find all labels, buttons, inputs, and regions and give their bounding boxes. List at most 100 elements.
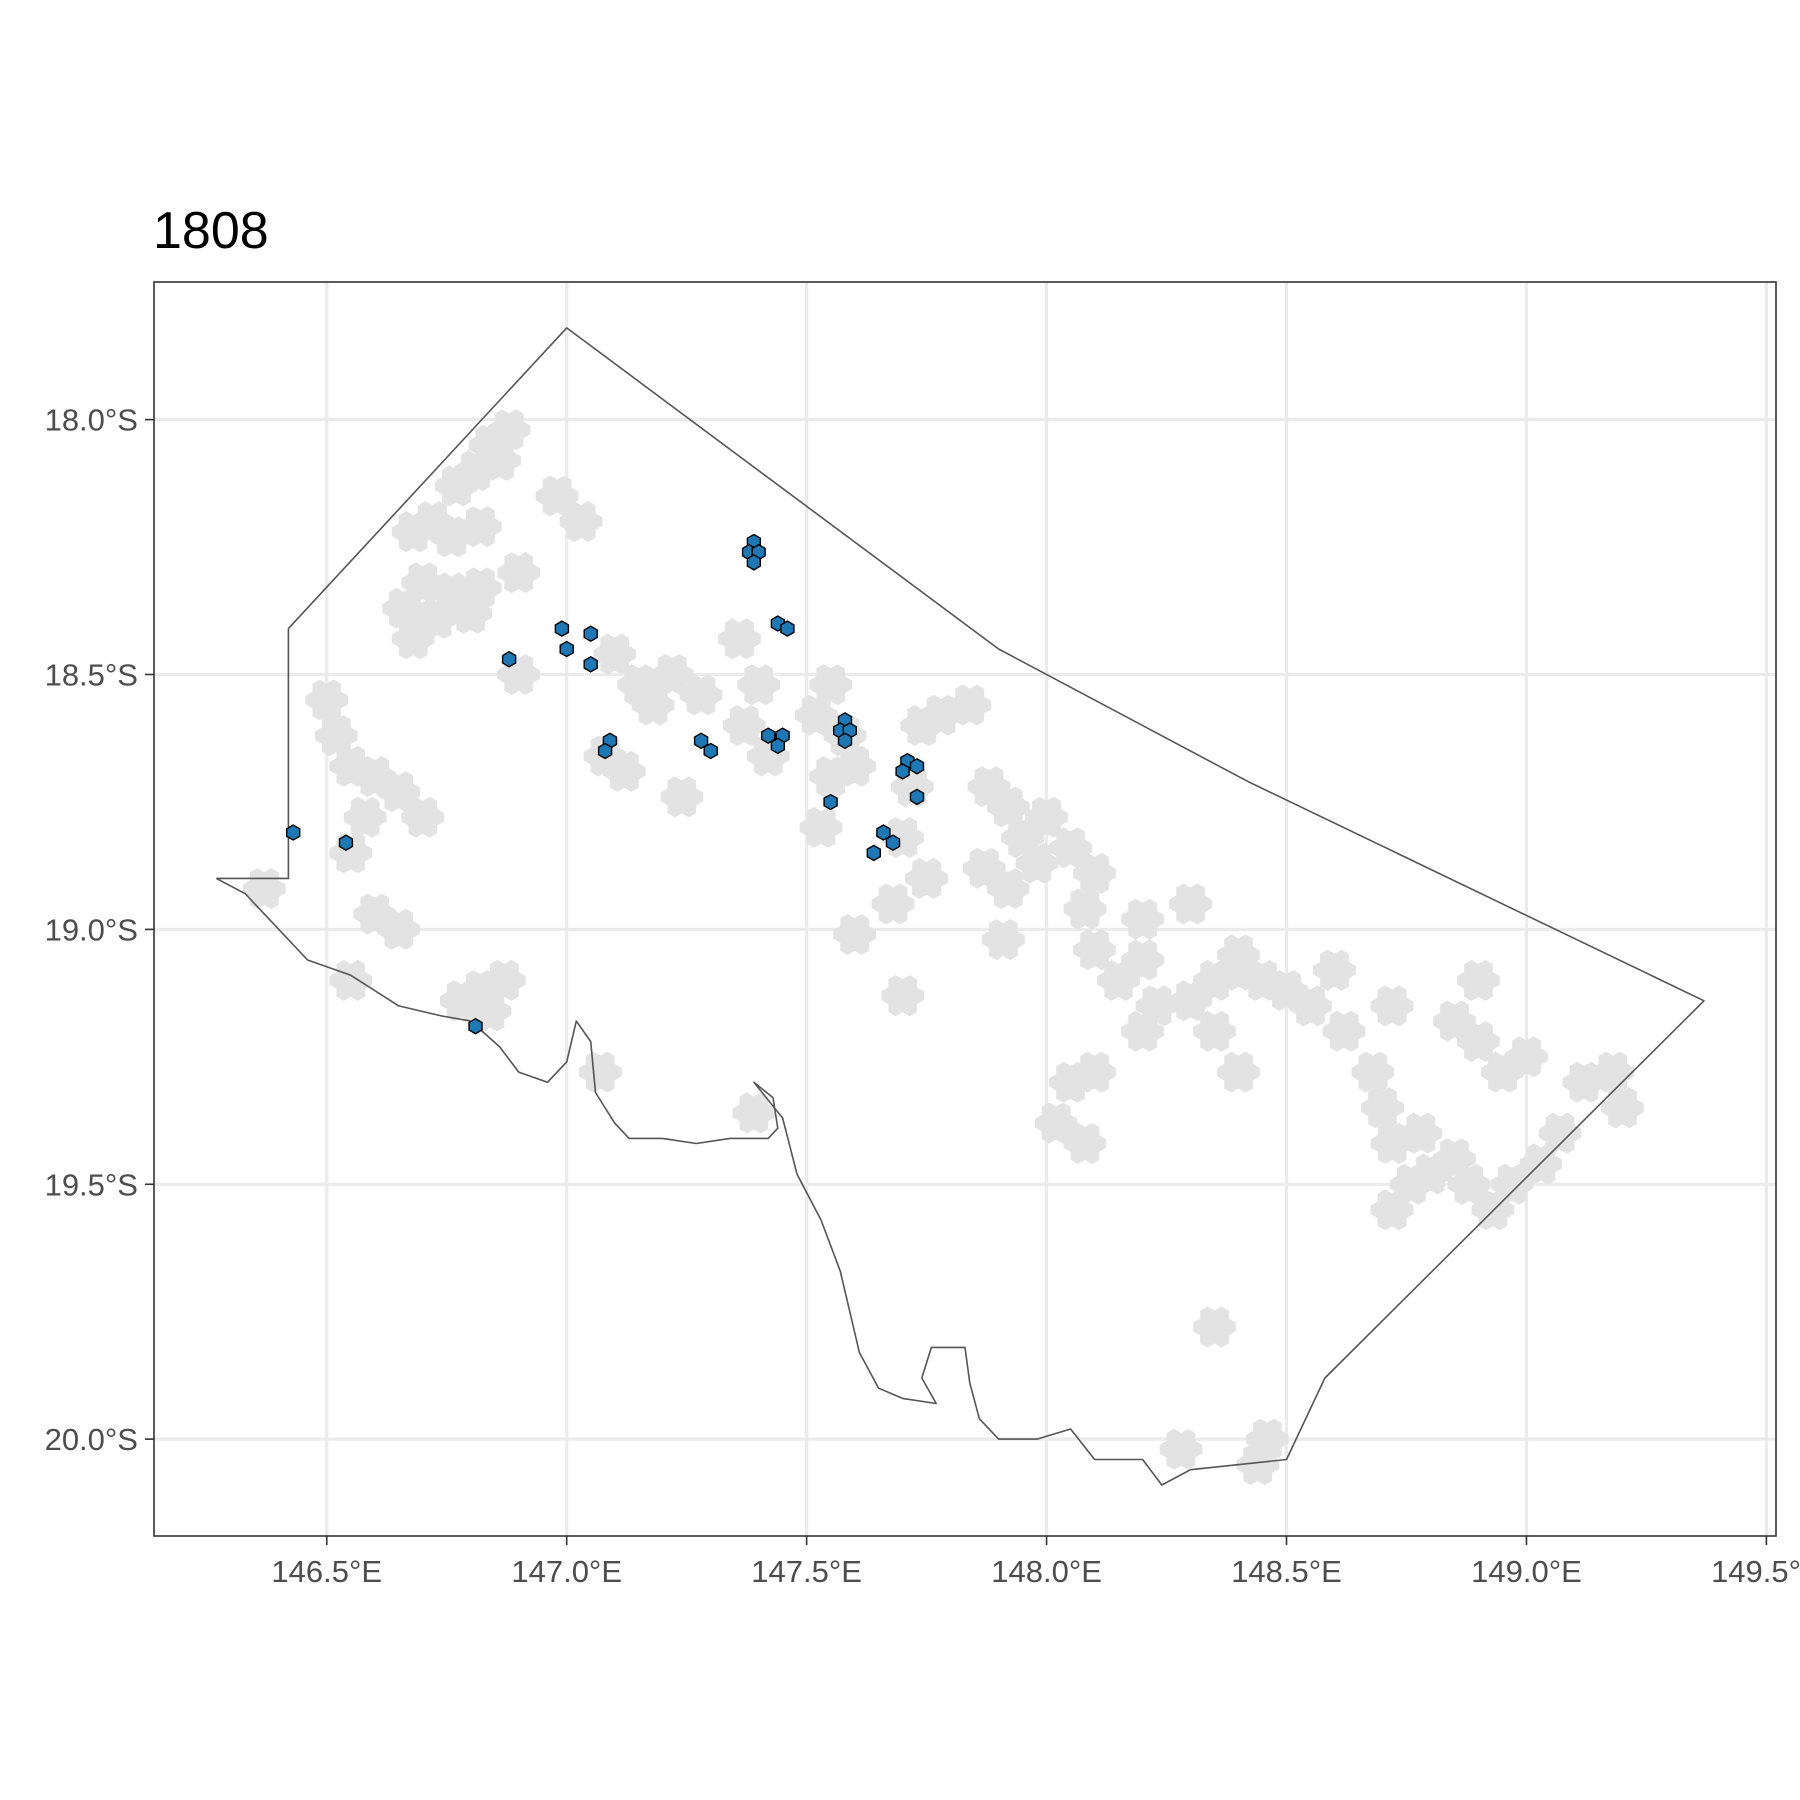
background-cell [456,489,471,507]
background-cell-cluster [439,980,483,1022]
background-cell [750,717,766,734]
background-cell [585,1075,601,1093]
background-cell [599,1051,615,1069]
background-cell [1149,951,1164,969]
background-cell [909,829,924,847]
background-cell [616,762,632,780]
background-cell [315,727,330,745]
background-cell-cluster [631,684,675,726]
y-axis: 18.0°S 18.5°S 19.0°S 19.5°S 20.0°S [45,403,154,1457]
background-cell [1053,808,1068,826]
background-cell [1368,1111,1383,1129]
background-cell [353,768,369,785]
background-cell [871,895,887,913]
background-cell [993,810,1009,828]
background-cell [1166,1428,1182,1446]
background-cell [343,808,359,826]
observation-cell [909,757,925,775]
background-cell [466,567,481,585]
background-cell [449,604,465,622]
background-cell [1159,1440,1175,1458]
background-cell [489,424,505,442]
background-cell [1497,1163,1513,1181]
background-cell [1320,973,1335,991]
background-cell [888,999,903,1017]
background-cell [816,780,831,797]
background-cell [1272,994,1287,1012]
background-cell-cluster [593,633,636,675]
background-cell [1142,985,1158,1003]
background-cell [508,409,524,427]
background-cell [480,530,495,548]
background-cell [1420,1112,1436,1130]
background-cell [439,992,455,1010]
background-cell [1142,1010,1157,1028]
background-cell [1464,959,1479,977]
background-cell [518,552,534,570]
background-cell [1447,1012,1462,1030]
background-cell [468,462,483,480]
background-cell-cluster [1217,934,1260,976]
background-cell [1313,961,1328,979]
background-cell [461,450,476,468]
background-cell [1601,1099,1616,1117]
background-cell [1214,1034,1229,1052]
background-cell [1257,1468,1273,1486]
background-cell [1128,922,1143,940]
background-cell [1094,876,1109,894]
background-cell [833,757,848,775]
background-cell [497,971,512,989]
background-cell [593,645,608,663]
background-cell [1055,1102,1071,1120]
background-cell [1512,1036,1527,1054]
background-cell [609,750,625,768]
background-cell [722,717,738,734]
background-cell [482,1002,498,1020]
background-cell [700,698,716,716]
background-cell [1007,892,1023,910]
background-cell [336,856,352,874]
background-cell [391,630,407,648]
background-cell [652,708,668,726]
background-cell [549,487,565,505]
background-cell [671,654,687,671]
background-cell [384,795,400,813]
background-cell-cluster [833,914,876,955]
background-cell [391,523,407,541]
background-cell [350,745,366,763]
background-cell [1384,997,1400,1015]
background-cell [1391,1189,1407,1207]
background-cell [1128,1034,1143,1052]
y-tick-label: 19.0°S [45,912,138,947]
background-cell [1497,1187,1513,1205]
background-cell [422,820,438,838]
background-cell [1569,1085,1585,1103]
background-cell [1007,868,1023,886]
background-cell [250,892,265,910]
background-cell [1073,864,1088,882]
background-cell [1007,786,1023,804]
background-cell [700,674,716,692]
background-cell [1121,1022,1136,1040]
background-cell [681,800,697,818]
background-cell [623,774,639,792]
background-cell [398,771,414,789]
observation-cell [703,742,718,760]
background-cell [494,409,510,427]
background-cell [614,633,629,651]
background-cell [1180,1452,1196,1470]
background-cell [926,857,941,875]
background-cell [1265,982,1280,1000]
background-cell [1039,808,1054,826]
background-cell [1101,941,1116,959]
background-cell [638,708,654,726]
background-cell [809,768,824,785]
background-cell [1320,949,1335,967]
background-cell [1111,971,1126,989]
background-cell [401,574,417,592]
background-cell [820,806,836,824]
background-cell [444,584,459,602]
background-cell [1468,1163,1484,1181]
observation-cell [286,824,301,841]
